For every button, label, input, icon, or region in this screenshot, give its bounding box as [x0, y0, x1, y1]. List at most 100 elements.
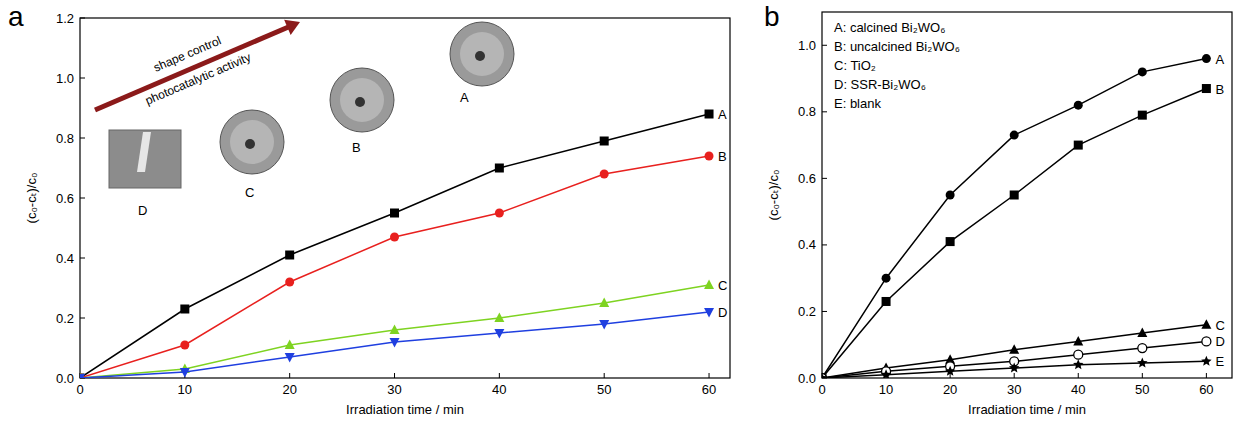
inset-label: A: [460, 90, 469, 105]
y-tick: [822, 178, 827, 179]
data-point: [180, 368, 190, 378]
series-line: [822, 59, 1206, 378]
data-point: [822, 374, 827, 379]
data-point: [1138, 67, 1147, 76]
data-point: [495, 209, 504, 218]
legend-entry: A: calcined Bi₂WO₆: [834, 20, 945, 35]
data-point: [285, 353, 295, 363]
y-tick: [80, 318, 85, 319]
data-point: [1202, 337, 1211, 346]
y-tick-label: 1.0: [56, 71, 74, 86]
end-label: B: [1215, 82, 1224, 97]
x-tick: [604, 373, 605, 378]
data-point: [1074, 101, 1083, 110]
series-line: [80, 312, 709, 378]
data-point: [495, 164, 504, 173]
data-point: [1138, 344, 1147, 353]
x-axis-title: Irradiation time / min: [346, 402, 464, 417]
end-label: C: [718, 278, 727, 293]
data-point: [704, 280, 714, 290]
x-tick: [289, 373, 290, 378]
y-tick-label: 0.6: [56, 191, 74, 206]
x-tick-label: 30: [387, 382, 401, 397]
x-tick: [1142, 373, 1143, 378]
data-point: [600, 137, 609, 146]
data-point: [494, 329, 504, 339]
data-point: [390, 325, 400, 335]
sem-inset-detail: [460, 32, 504, 76]
y-tick: [80, 18, 85, 19]
x-tick-label: 20: [282, 382, 296, 397]
data-point: [599, 320, 609, 330]
inset-label: D: [138, 203, 147, 218]
sem-inset-detail: [355, 97, 365, 107]
legend-entry: E: blank: [834, 96, 881, 111]
series-line: [822, 325, 1206, 378]
legend-entry: D: SSR-Bi₂WO₆: [834, 77, 926, 92]
data-point: [1201, 319, 1211, 329]
sem-inset-detail: [137, 132, 151, 172]
legend-entry: B: uncalcined Bi₂WO₆: [834, 39, 960, 54]
x-tick: [1014, 373, 1015, 378]
x-tick-label: 10: [178, 382, 192, 397]
y-tick-label: 1.2: [56, 11, 74, 26]
x-tick: [499, 373, 500, 378]
y-tick-label: 0.2: [56, 311, 74, 326]
data-point: [390, 338, 400, 348]
end-label: E: [1215, 354, 1224, 369]
x-tick: [394, 373, 395, 378]
series-line: [80, 156, 709, 378]
data-point: [1201, 356, 1211, 366]
x-axis-title: Irradiation time / min: [968, 402, 1086, 417]
sem-inset-detail: [475, 51, 485, 61]
data-point: [704, 308, 714, 318]
data-point: [599, 298, 609, 308]
x-tick: [709, 373, 710, 378]
data-point: [946, 237, 955, 246]
y-axis-title: (c₀-cₜ)/c₀: [766, 170, 781, 221]
arrow: [95, 26, 291, 110]
y-tick: [80, 258, 85, 259]
data-point: [946, 191, 955, 200]
data-point: [945, 366, 955, 376]
panel-0: 01020304050600.00.20.40.60.81.01.2Irradi…: [8, 1, 730, 417]
data-point: [882, 274, 891, 283]
x-tick-label: 30: [1007, 382, 1021, 397]
x-tick-label: 40: [1071, 382, 1085, 397]
legend-entry: C: TiO₂: [834, 58, 876, 73]
y-tick: [822, 311, 827, 312]
y-tick-label: 0.6: [798, 171, 816, 186]
inset-label: B: [352, 140, 361, 155]
data-point: [390, 209, 399, 218]
data-point: [180, 305, 189, 314]
annotation: photocatalytic activity: [143, 50, 253, 108]
series-line: [822, 89, 1206, 378]
y-axis-title: (c₀-cₜ)/c₀: [24, 173, 39, 224]
data-point: [822, 374, 827, 379]
data-point: [705, 152, 714, 161]
sem-inset: [109, 130, 181, 188]
data-point: [1138, 111, 1147, 120]
data-point: [285, 340, 295, 350]
sem-inset: [450, 22, 514, 86]
series-line: [80, 114, 709, 378]
end-label: A: [718, 107, 727, 122]
y-tick-label: 0.8: [56, 131, 74, 146]
data-point: [1010, 191, 1019, 200]
data-group: [80, 110, 714, 379]
x-tick-label: 20: [943, 382, 957, 397]
plot-frame: [822, 12, 1232, 378]
data-point: [285, 278, 294, 287]
sem-inset: [220, 110, 284, 174]
x-tick-label: 40: [492, 382, 506, 397]
legend: A: calcined Bi₂WO₆ B: uncalcined Bi₂WO₆ C:…: [834, 20, 960, 111]
x-tick-label: 50: [597, 382, 611, 397]
y-tick-label: 0.4: [56, 251, 74, 266]
y-tick-label: 0.0: [798, 371, 816, 386]
end-label: D: [718, 305, 727, 320]
series-line: [822, 341, 1206, 378]
end-label: D: [1215, 334, 1224, 349]
sem-inset-detail: [230, 120, 274, 164]
end-label: B: [718, 149, 727, 164]
panel-letter: a: [8, 1, 24, 32]
